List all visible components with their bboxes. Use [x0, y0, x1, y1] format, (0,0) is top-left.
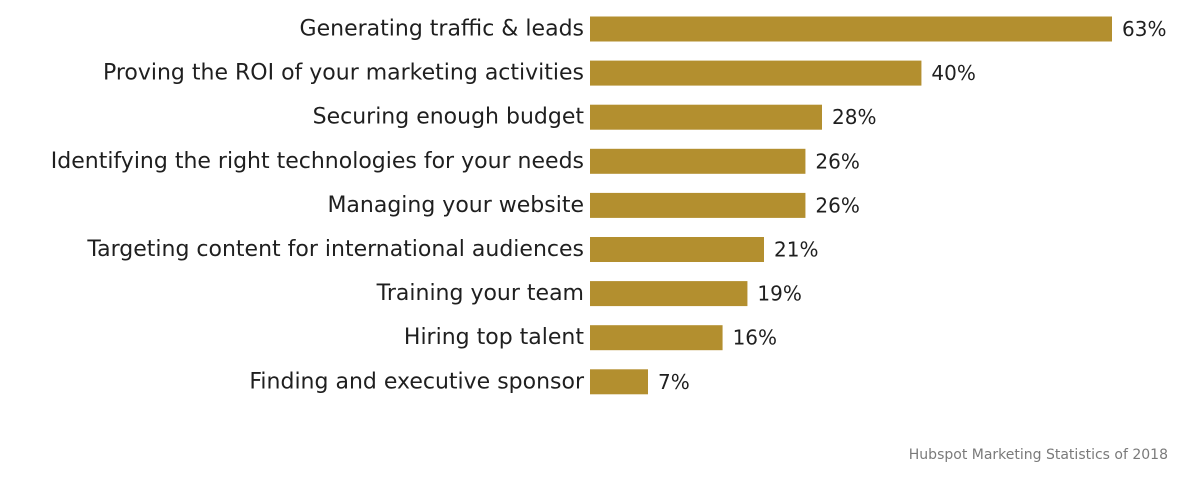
- category-label: Generating traffic & leads: [300, 17, 584, 42]
- bar: [590, 281, 748, 307]
- category-label: Hiring top talent: [404, 325, 584, 350]
- category-label: Finding and executive sponsor: [249, 369, 585, 394]
- value-label: 7%: [658, 370, 690, 394]
- category-label: Managing your website: [327, 193, 584, 218]
- bar: [590, 104, 822, 130]
- bar: [590, 237, 764, 262]
- bar: [590, 325, 723, 351]
- value-label: 28%: [832, 105, 876, 129]
- value-label: 19%: [757, 282, 801, 306]
- category-label: Securing enough budget: [313, 105, 585, 130]
- value-label: 26%: [815, 149, 859, 173]
- value-label: 63%: [1122, 17, 1166, 41]
- category-label: Proving the ROI of your marketing activi…: [103, 61, 584, 86]
- value-label: 40%: [931, 61, 975, 85]
- value-label: 26%: [815, 193, 859, 217]
- bar: [590, 148, 806, 174]
- chart-source-note: Hubspot Marketing Statistics of 2018: [908, 447, 1168, 463]
- category-label: Training your team: [376, 281, 584, 306]
- value-label: 16%: [733, 326, 777, 350]
- category-label: Identifying the right technologies for y…: [51, 149, 584, 174]
- bar: [590, 60, 922, 86]
- bar: [590, 369, 648, 395]
- category-label: Targeting content for international audi…: [86, 237, 584, 262]
- bar: [590, 16, 1112, 42]
- bar: [590, 192, 806, 218]
- value-label: 21%: [774, 238, 818, 262]
